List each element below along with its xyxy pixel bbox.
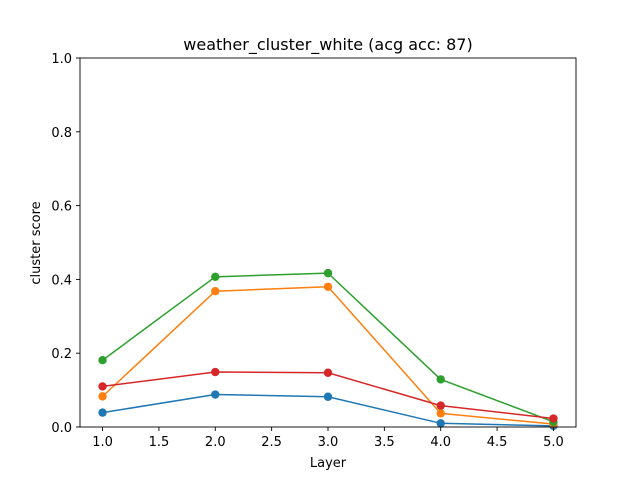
y-tick-label-3: 0.6 <box>51 200 72 215</box>
y-tick-label-4: 0.8 <box>51 126 72 141</box>
x-tick-label-6: 4.0 <box>430 435 451 450</box>
chart-title: weather_cluster_white (acg acc: 87) <box>183 35 472 55</box>
y-tick-label-1: 0.2 <box>51 347 72 362</box>
x-axis-label: Layer <box>310 456 347 471</box>
data-point-s3-1 <box>211 367 220 377</box>
data-point-s2-1 <box>211 272 220 282</box>
data-point-s3-4 <box>549 414 558 423</box>
data-point-s3-3 <box>436 401 445 410</box>
y-axis-label: cluster score <box>29 201 44 284</box>
data-point-s0-0 <box>98 408 107 417</box>
x-tick-label-5: 3.5 <box>374 435 395 450</box>
x-tick-label-0: 1.0 <box>92 435 113 450</box>
data-point-s1-2 <box>323 282 333 291</box>
x-tick-label-7: 4.5 <box>487 435 508 450</box>
x-tick-label-1: 1.5 <box>149 435 170 450</box>
y-tick-label-2: 0.4 <box>51 273 72 288</box>
data-point-s0-2 <box>323 392 333 401</box>
data-point-s2-0 <box>98 356 107 365</box>
data-point-s2-3 <box>436 375 445 384</box>
data-point-s3-0 <box>98 382 107 391</box>
x-tick-label-3: 2.5 <box>261 435 282 450</box>
data-point-s1-0 <box>98 392 107 401</box>
data-point-s0-3 <box>436 419 445 428</box>
data-point-s2-2 <box>323 268 333 278</box>
data-point-s3-2 <box>323 368 333 377</box>
x-tick-label-4: 3.0 <box>318 435 339 450</box>
data-point-s1-1 <box>211 287 220 296</box>
plot-area <box>98 268 558 431</box>
y-tick-label-0: 0.0 <box>51 421 72 436</box>
data-point-s1-3 <box>436 409 445 418</box>
data-point-s0-1 <box>211 390 220 399</box>
x-tick-label-8: 5.0 <box>543 435 564 450</box>
axes: 1.0 1.5 2.0 2.5 3.0 3.5 4.0 4.5 5.0 0.0 0.2 0.4 0.6 0… <box>51 52 577 450</box>
y-tick-label-5: 1.0 <box>51 52 72 67</box>
x-tick-label-2: 2.0 <box>205 435 226 450</box>
